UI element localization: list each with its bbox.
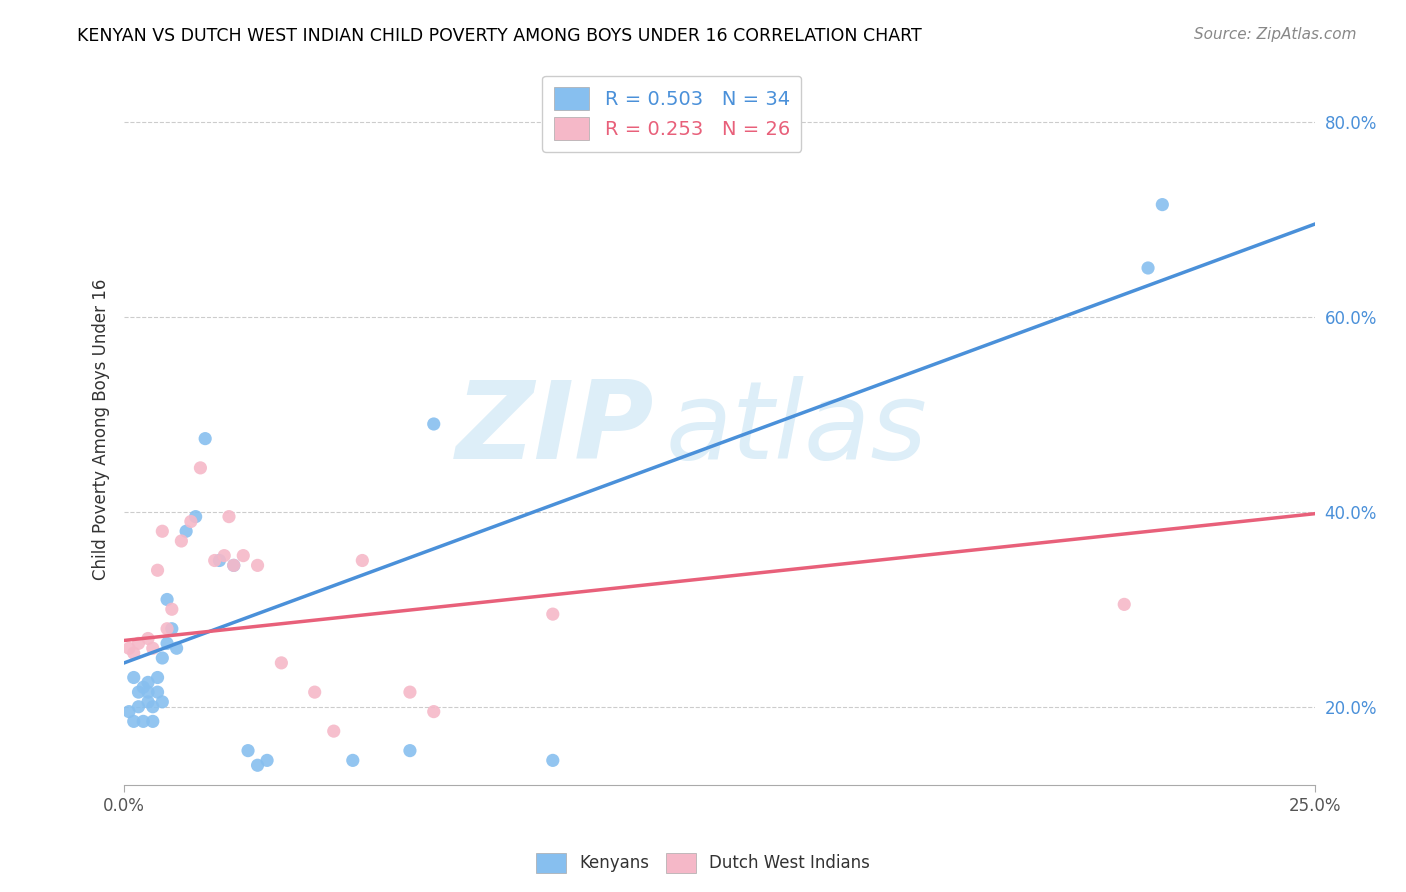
Point xyxy=(174,524,197,539)
Point xyxy=(322,724,344,739)
Point xyxy=(136,675,159,690)
Legend: R = 0.503   N = 34, R = 0.253   N = 26: R = 0.503 N = 34, R = 0.253 N = 26 xyxy=(543,76,801,152)
Point xyxy=(122,714,145,729)
Point xyxy=(208,553,231,567)
Point xyxy=(399,744,422,758)
Point xyxy=(246,558,269,573)
Point xyxy=(541,753,564,767)
Point xyxy=(422,417,444,431)
Point xyxy=(136,695,159,709)
Point xyxy=(122,646,145,660)
Point xyxy=(190,461,212,475)
Text: atlas: atlas xyxy=(666,376,928,482)
Point xyxy=(1152,197,1174,211)
Point xyxy=(142,641,165,656)
Point xyxy=(118,641,141,656)
Point xyxy=(256,753,278,767)
Point xyxy=(204,553,226,567)
Point xyxy=(180,515,202,529)
Point xyxy=(166,641,188,656)
Text: KENYAN VS DUTCH WEST INDIAN CHILD POVERTY AMONG BOYS UNDER 16 CORRELATION CHART: KENYAN VS DUTCH WEST INDIAN CHILD POVERT… xyxy=(77,27,922,45)
Point xyxy=(132,680,155,694)
Y-axis label: Child Poverty Among Boys Under 16: Child Poverty Among Boys Under 16 xyxy=(93,278,110,580)
Point xyxy=(1137,260,1160,275)
Point xyxy=(122,671,145,685)
Point xyxy=(160,602,183,616)
Text: ZIP: ZIP xyxy=(456,376,654,482)
Point xyxy=(150,524,173,539)
Point xyxy=(142,714,165,729)
Point xyxy=(232,549,254,563)
Point xyxy=(194,432,217,446)
Point xyxy=(246,758,269,772)
Point xyxy=(146,563,169,577)
Point xyxy=(541,607,564,621)
Point xyxy=(146,685,169,699)
Text: Source: ZipAtlas.com: Source: ZipAtlas.com xyxy=(1194,27,1357,42)
Point xyxy=(156,622,179,636)
Point xyxy=(136,632,159,646)
Point xyxy=(222,558,245,573)
Point xyxy=(136,685,159,699)
Point xyxy=(142,699,165,714)
Point xyxy=(128,699,150,714)
Point xyxy=(170,533,193,548)
Point xyxy=(118,705,141,719)
Point xyxy=(212,549,235,563)
Point xyxy=(352,553,374,567)
Point xyxy=(218,509,240,524)
Point xyxy=(399,685,422,699)
Point xyxy=(342,753,364,767)
Point xyxy=(304,685,326,699)
Point xyxy=(160,622,183,636)
Point xyxy=(128,636,150,650)
Point xyxy=(146,671,169,685)
Point xyxy=(156,636,179,650)
Point xyxy=(184,509,207,524)
Point xyxy=(1114,598,1136,612)
Point xyxy=(132,714,155,729)
Point xyxy=(150,695,173,709)
Point xyxy=(422,705,444,719)
Legend: Kenyans, Dutch West Indians: Kenyans, Dutch West Indians xyxy=(529,847,877,880)
Point xyxy=(156,592,179,607)
Point xyxy=(128,685,150,699)
Point xyxy=(270,656,292,670)
Point xyxy=(150,651,173,665)
Point xyxy=(222,558,245,573)
Point xyxy=(236,744,259,758)
